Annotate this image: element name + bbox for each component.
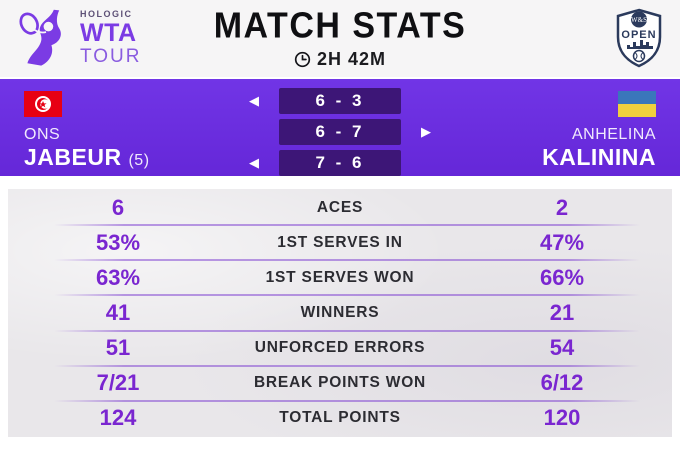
stat-label: WINNERS — [300, 303, 380, 322]
stat-right-value: 54 — [549, 335, 575, 361]
stat-label: BREAK POINTS WON — [253, 374, 427, 392]
set-score-box: 6 - 3 — [279, 88, 401, 114]
player-left-seed: (5) — [128, 152, 150, 169]
player-right-first-name: ANHELINA — [571, 126, 656, 143]
stat-right-value: 66% — [539, 264, 585, 290]
wta-tour-logo: HOLOGIC WTA TOUR — [16, 8, 141, 68]
player-left-first-name: ONS — [24, 126, 61, 143]
stat-left-value: 7/21 — [96, 370, 140, 396]
wta-label: WTA — [80, 19, 137, 47]
wta-player-icon — [19, 9, 61, 66]
stat-left-value: 41 — [105, 299, 131, 325]
row-divider — [54, 399, 640, 402]
set-row: ◀ 6 - 7 ▶ — [235, 119, 445, 145]
stat-right-value: 2 — [555, 194, 569, 220]
stat-left-value: 53% — [95, 229, 141, 255]
tour-label: TOUR — [80, 46, 142, 67]
stats-table: 6 ACES 2 53% 1ST SERVES IN 47% 63% 1ST S… — [8, 189, 672, 437]
title-block: MATCH STATS 2H 42M — [0, 0, 680, 77]
stat-label: 1ST SERVES WON — [265, 268, 415, 287]
stat-right-value: 21 — [549, 299, 575, 325]
row-divider — [54, 329, 640, 332]
clock-icon — [294, 51, 311, 68]
set-winner-arrow-left: ◀ — [249, 155, 259, 171]
stat-row-total-points: 124 TOTAL POINTS 120 — [8, 402, 672, 435]
page-title: MATCH STATS — [213, 6, 467, 46]
stat-row-aces: 6 ACES 2 — [8, 191, 672, 224]
wta-logo-text: HOLOGIC WTA TOUR — [80, 9, 142, 67]
set-winner-arrow-right: ▶ — [421, 124, 431, 140]
stat-label: UNFORCED ERRORS — [254, 338, 426, 357]
row-divider — [54, 364, 640, 367]
set-score-box: 7 - 6 — [279, 150, 401, 176]
row-divider — [54, 224, 640, 227]
stat-right-value: 120 — [543, 405, 581, 431]
stat-row-winners: 41 WINNERS 21 — [8, 296, 672, 329]
ukraine-flag-icon — [618, 91, 656, 117]
header: HOLOGIC WTA TOUR MATCH STATS 2H 42M W&S … — [0, 0, 680, 77]
set-row: ◀ 7 - 6 ▶ — [235, 150, 445, 176]
stat-label: ACES — [316, 198, 364, 216]
row-divider — [54, 294, 640, 297]
player-left: ONS JABEUR (5) — [24, 91, 150, 174]
set-row: ◀ 6 - 3 ▶ — [235, 88, 445, 114]
stat-row-first-serves-won: 63% 1ST SERVES WON 66% — [8, 261, 672, 294]
stat-label: 1ST SERVES IN — [277, 233, 403, 251]
player-right-last-name: KALININA — [542, 144, 656, 170]
stat-left-value: 51 — [105, 335, 131, 361]
stat-right-value: 6/12 — [540, 370, 584, 396]
stat-row-unforced-errors: 51 UNFORCED ERRORS 54 — [8, 332, 672, 365]
stat-row-first-serves-in: 53% 1ST SERVES IN 47% — [8, 226, 672, 259]
stat-right-value: 47% — [539, 229, 585, 255]
set-score-box: 6 - 7 — [279, 119, 401, 145]
stat-left-value: 63% — [95, 264, 141, 290]
tunisia-flag-icon — [24, 91, 62, 117]
row-divider — [54, 259, 640, 262]
set-scores: ◀ 6 - 3 ▶ ◀ 6 - 7 ▶ ◀ 7 - 6 ▶ — [235, 88, 445, 176]
ws-monogram: W&S — [631, 16, 647, 24]
ws-open-label: OPEN — [621, 29, 656, 41]
stat-left-value: 6 — [111, 194, 125, 220]
ws-open-logo: W&S OPEN — [616, 8, 662, 68]
match-duration: 2H 42M — [294, 49, 386, 70]
scoreboard: ONS JABEUR (5) ◀ 6 - 3 ▶ ◀ 6 - 7 ▶ ◀ 7 -… — [0, 79, 680, 176]
stat-row-break-points-won: 7/21 BREAK POINTS WON 6/12 — [8, 367, 672, 400]
set-winner-arrow-left: ◀ — [249, 93, 259, 109]
stat-left-value: 124 — [99, 405, 137, 431]
hologic-brand-label: HOLOGIC — [80, 9, 133, 19]
duration-text: 2H 42M — [316, 49, 387, 69]
stat-label: TOTAL POINTS — [279, 409, 401, 427]
player-right: ANHELINA KALININA — [542, 91, 656, 170]
player-left-last-name: JABEUR (5) — [24, 144, 150, 170]
